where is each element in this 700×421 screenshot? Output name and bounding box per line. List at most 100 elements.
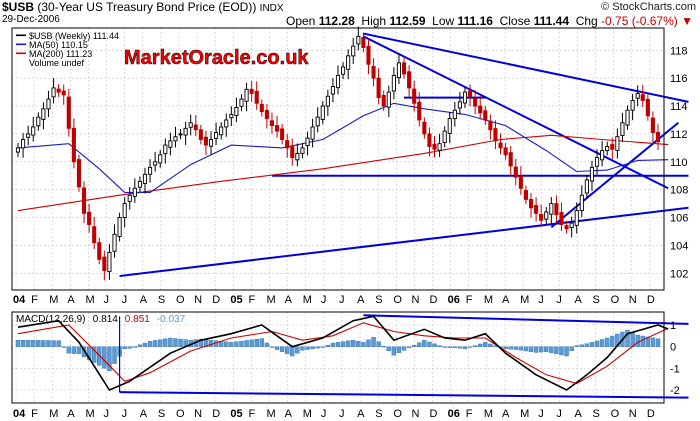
candle-body xyxy=(66,96,71,129)
candle-body xyxy=(259,103,264,113)
macd-histogram-bar xyxy=(345,340,351,347)
stockcharts-logo[interactable]: © StockCharts.com xyxy=(601,1,696,13)
macd-histogram-bar xyxy=(452,346,458,348)
candle-body xyxy=(71,127,76,163)
macd-legend-entry: 0.814 xyxy=(93,314,118,325)
macd-histogram-bar xyxy=(605,337,610,347)
candle-body xyxy=(26,133,31,138)
candle-body xyxy=(244,88,249,102)
x-tick-label: S xyxy=(593,408,600,420)
candle-body xyxy=(371,66,376,79)
candle-body xyxy=(630,100,635,111)
x-tick-label: N xyxy=(194,408,202,420)
macd-histogram-bar xyxy=(655,338,661,347)
candle-body xyxy=(605,146,610,152)
macd-tick-label: 0 xyxy=(670,342,676,354)
x-tick-label: J xyxy=(339,408,345,420)
macd-histogram-bar xyxy=(640,335,645,347)
x-tick-label: A xyxy=(285,294,293,306)
macd-histogram-bar xyxy=(381,346,386,348)
candle-body xyxy=(600,150,605,161)
legend-entry: MA(200) 111.23 xyxy=(29,49,92,59)
macd-histogram-bar xyxy=(554,346,559,355)
candle-body xyxy=(391,74,396,92)
macd-histogram-bar xyxy=(351,339,356,347)
macd-histogram-bar xyxy=(437,345,442,347)
x-tick-label: O xyxy=(176,408,185,420)
macd-legend-entry: -0.037 xyxy=(157,314,186,325)
x-tick-label: F xyxy=(31,408,38,420)
macd-histogram-bar xyxy=(330,342,336,347)
x-tick-label: A xyxy=(357,294,365,306)
macd-histogram-bar xyxy=(15,339,21,347)
macd-histogram-bar xyxy=(427,341,432,347)
macd-histogram-bar xyxy=(147,341,153,347)
macd-histogram-bar xyxy=(107,346,112,372)
macd-histogram-bar xyxy=(472,345,478,347)
x-tick-label: D xyxy=(430,408,438,420)
legend-swatch xyxy=(16,61,26,64)
macd-histogram-bar xyxy=(269,346,275,348)
macd-histogram-bar xyxy=(25,340,31,347)
macd-histogram-bar xyxy=(315,346,320,349)
price-tick-label: 102 xyxy=(670,268,688,280)
macd-histogram-bar xyxy=(457,346,463,349)
high-value: 112.59 xyxy=(389,14,426,28)
x-tick-label: M xyxy=(85,294,94,306)
candle-body xyxy=(295,152,300,161)
macd-histogram-bar xyxy=(549,346,554,354)
x-tick-label: S xyxy=(593,294,600,306)
x-tick-label: O xyxy=(176,294,185,306)
candle-body xyxy=(574,210,579,226)
candle-body xyxy=(539,214,544,221)
candle-body xyxy=(56,88,61,93)
macd-histogram-bar xyxy=(417,342,422,347)
x-tick-label: A xyxy=(574,294,582,306)
x-tick-label: D xyxy=(647,294,655,306)
candle-body xyxy=(310,126,315,140)
resistance-trendline xyxy=(363,32,689,103)
candle-body xyxy=(51,87,56,98)
candle-body xyxy=(341,66,346,75)
candle-body xyxy=(112,233,117,252)
macd-histogram-bar xyxy=(224,341,229,347)
candle-body xyxy=(447,118,452,134)
macd-histogram-bar xyxy=(208,339,214,347)
macd-histogram-bar xyxy=(483,342,488,347)
macd-histogram-bar xyxy=(142,342,148,347)
candle-body xyxy=(168,140,173,148)
macd-histogram-bar xyxy=(132,346,138,348)
macd-histogram-bar xyxy=(51,340,56,347)
candle-body xyxy=(335,74,341,89)
candle-body xyxy=(305,137,310,147)
candle-body xyxy=(234,106,239,116)
x-tick-label: F xyxy=(466,294,473,306)
macd-histogram-bar xyxy=(234,341,239,347)
macd-histogram-bar xyxy=(559,346,564,356)
macd-resistance-line xyxy=(363,314,689,325)
macd-histogram-bar xyxy=(432,343,437,347)
macd-histogram-bar xyxy=(325,345,331,347)
candle-body xyxy=(478,105,483,114)
macd-line xyxy=(17,315,669,392)
macd-histogram-bar xyxy=(340,341,346,347)
candle-body xyxy=(142,173,148,184)
high-label: High xyxy=(361,14,387,28)
macd-histogram-bar xyxy=(81,346,87,357)
x-tick-label: A xyxy=(140,408,148,420)
candle-body xyxy=(46,98,51,110)
x-tick-label: M xyxy=(303,294,312,306)
candle-body xyxy=(534,205,539,214)
x-tick-label: J xyxy=(556,408,562,420)
symbol: $USB xyxy=(2,0,35,14)
candle-body xyxy=(188,122,193,128)
x-tick-label: S xyxy=(158,294,165,306)
candle-body xyxy=(280,128,285,140)
candle-body xyxy=(468,90,473,97)
x-tick-label: A xyxy=(67,408,75,420)
legend-entry: MA(50) 110.15 xyxy=(29,40,88,50)
open-value: 112.28 xyxy=(318,14,355,28)
candle-body xyxy=(208,139,214,147)
candle-body xyxy=(346,55,351,70)
candle-body xyxy=(513,166,518,178)
